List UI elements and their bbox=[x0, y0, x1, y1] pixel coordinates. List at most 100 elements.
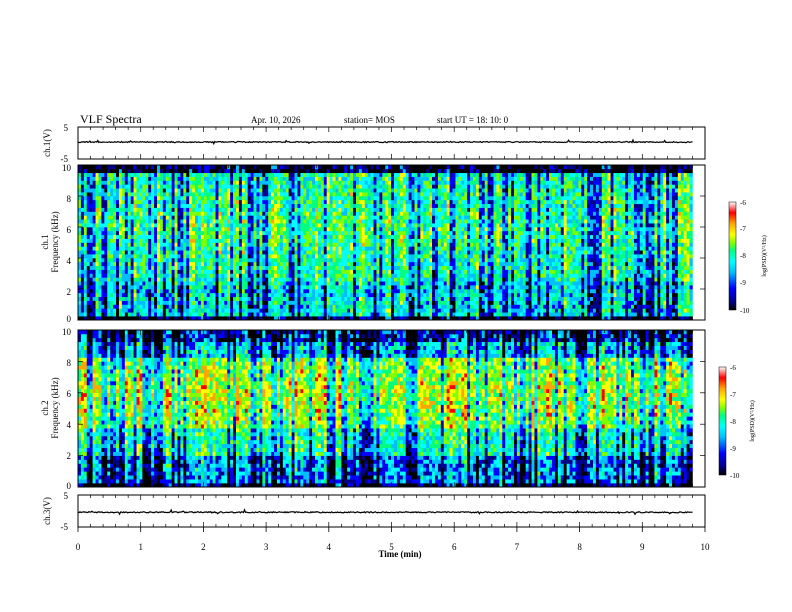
spec1-cell bbox=[355, 254, 360, 259]
spec1-cell bbox=[142, 296, 146, 301]
spec1-cell bbox=[177, 230, 181, 236]
spec1-cell bbox=[294, 277, 298, 282]
spec1-cell bbox=[159, 281, 164, 286]
spec1-cell bbox=[130, 192, 134, 197]
spec1-cell bbox=[282, 234, 287, 239]
spec1-cell bbox=[165, 254, 170, 259]
spec1-cell bbox=[192, 273, 196, 278]
spec1-cell bbox=[335, 281, 339, 286]
spec1-cell bbox=[317, 184, 322, 189]
spec1-cell bbox=[285, 180, 289, 185]
spec1-cell bbox=[165, 227, 170, 232]
spec1-cell bbox=[83, 308, 88, 313]
spec1-cell bbox=[104, 215, 108, 220]
spec1-cell bbox=[92, 292, 96, 298]
spec1-cell bbox=[394, 203, 398, 208]
spec1-cell bbox=[154, 277, 158, 282]
spec1-cell bbox=[186, 289, 190, 294]
spec1-cell bbox=[350, 172, 354, 177]
spec1-cell bbox=[227, 227, 231, 232]
spec1-cell bbox=[186, 312, 190, 317]
spec1-cell bbox=[294, 308, 298, 313]
spec1-cell bbox=[391, 168, 395, 174]
spec1-cell bbox=[309, 308, 313, 313]
spec1-cell bbox=[200, 312, 205, 317]
spec1-cell bbox=[148, 223, 152, 228]
spec1-cell bbox=[265, 176, 269, 181]
spec1-cell bbox=[230, 207, 234, 212]
spec1-cell bbox=[250, 172, 254, 177]
spec1-cell bbox=[244, 296, 249, 301]
spec1-cell bbox=[326, 261, 330, 267]
spec1-cell bbox=[323, 203, 328, 208]
spec1-cell bbox=[326, 265, 330, 270]
spec1-cell bbox=[107, 211, 111, 216]
spec1-cell bbox=[104, 234, 108, 239]
spec1-cell bbox=[402, 292, 407, 298]
spec1-cell bbox=[423, 265, 427, 270]
spec1-cell bbox=[200, 223, 205, 228]
spec1-cell bbox=[195, 304, 199, 309]
spec1-cell bbox=[233, 203, 237, 208]
spec1-cell bbox=[355, 277, 360, 282]
spec1-cell bbox=[259, 300, 263, 305]
spec1-cell bbox=[300, 269, 304, 274]
spec1-cell bbox=[276, 238, 281, 243]
spec1-cell bbox=[420, 188, 424, 193]
spec1-cell bbox=[168, 296, 172, 301]
spec1-cell bbox=[168, 207, 172, 212]
spec1-cell bbox=[367, 234, 371, 239]
spec1-cell bbox=[394, 223, 398, 228]
spec1-cell bbox=[411, 254, 415, 259]
spec1-cell bbox=[92, 238, 96, 243]
spec1-cell bbox=[423, 277, 427, 282]
spec1-cell bbox=[130, 300, 134, 305]
spec1-cell bbox=[338, 300, 342, 305]
spec1-cell bbox=[104, 300, 108, 305]
spec1-cell bbox=[294, 246, 298, 251]
spec1-cell bbox=[405, 219, 409, 224]
spec1-cell bbox=[429, 304, 433, 309]
spec1-cell bbox=[233, 223, 237, 228]
spec1-cell bbox=[423, 285, 427, 290]
spec1-cell bbox=[133, 300, 137, 305]
spec1-cell bbox=[279, 242, 284, 247]
spec1-cell bbox=[133, 219, 137, 224]
spec1-cell bbox=[396, 304, 401, 309]
spec1-cell bbox=[417, 300, 421, 305]
spec1-cell bbox=[408, 277, 412, 282]
spec1-cell bbox=[168, 176, 172, 181]
spec1-cell bbox=[417, 312, 421, 317]
spec1-cell bbox=[388, 269, 392, 274]
spec1-cell bbox=[151, 296, 155, 301]
spec1-cell bbox=[411, 281, 415, 286]
spec1-cell bbox=[133, 273, 137, 278]
spec1-cell bbox=[159, 207, 164, 212]
spec1-cell bbox=[300, 219, 304, 224]
spec1-cell bbox=[274, 227, 278, 232]
spec1-cell bbox=[394, 250, 398, 255]
spec1-cell bbox=[227, 292, 231, 298]
figure-title: VLF Spectra bbox=[80, 112, 142, 126]
spec1-cell bbox=[326, 254, 330, 259]
spec1-cell bbox=[353, 188, 357, 193]
spec1-cell bbox=[417, 176, 421, 181]
spec1-cell bbox=[394, 219, 398, 224]
spec1-cell bbox=[417, 261, 421, 267]
spec1-cell bbox=[291, 192, 295, 197]
spec1-cell bbox=[145, 227, 149, 232]
spec1-cell bbox=[197, 265, 202, 270]
spec1-cell bbox=[183, 176, 187, 181]
spec1-cell bbox=[279, 316, 284, 321]
spec1-cell bbox=[312, 289, 316, 294]
spec1-cell bbox=[282, 207, 287, 212]
spec1-cell bbox=[177, 261, 181, 267]
spec1-cell bbox=[329, 199, 333, 205]
spec1-cell bbox=[265, 227, 269, 232]
spec1-cell bbox=[423, 184, 427, 189]
spec1-cell bbox=[373, 246, 377, 251]
spec1-cell bbox=[195, 192, 199, 197]
spec1-cell bbox=[320, 238, 325, 243]
spec1-cell bbox=[124, 176, 129, 181]
spec1-cell bbox=[309, 215, 313, 220]
